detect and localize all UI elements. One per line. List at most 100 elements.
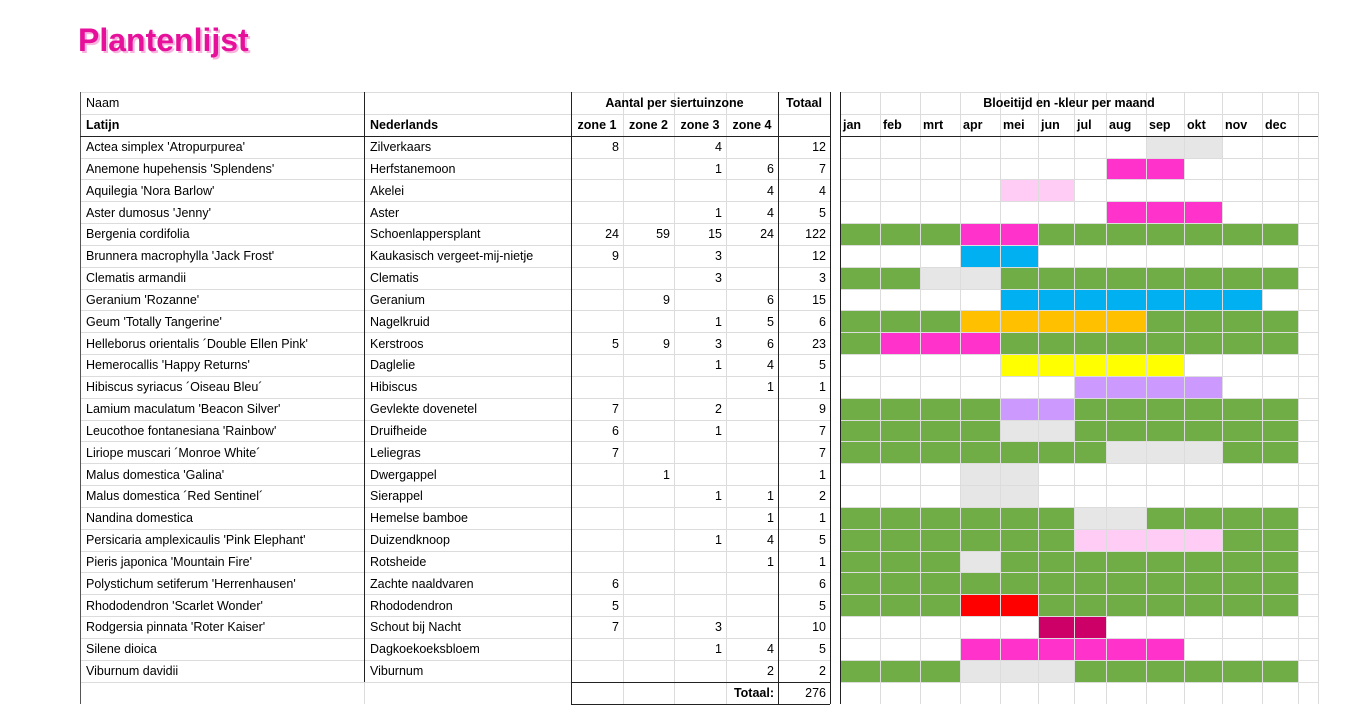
zone-count: 24 bbox=[605, 227, 619, 242]
zone-count: 1 bbox=[767, 511, 774, 526]
zone-count: 4 bbox=[767, 205, 774, 220]
grid-line bbox=[840, 288, 1318, 290]
dutch-name: Druifheide bbox=[370, 423, 427, 438]
row-total: 122 bbox=[805, 227, 826, 242]
grid-line bbox=[840, 266, 1318, 268]
bloom-cell bbox=[1074, 267, 1106, 290]
zone-count: 4 bbox=[715, 140, 722, 154]
bloom-cell bbox=[1106, 223, 1146, 246]
bloom-cell bbox=[1074, 376, 1106, 399]
bloom-cell bbox=[920, 660, 960, 683]
row-total: 1 bbox=[819, 511, 826, 526]
dutch-name: Nagelkruid bbox=[370, 314, 430, 329]
grid-line bbox=[840, 113, 1318, 115]
zone-count: 4 bbox=[767, 183, 774, 198]
bloom-cell bbox=[1262, 660, 1298, 683]
bloom-cell bbox=[1000, 463, 1038, 486]
grid-line bbox=[80, 681, 830, 683]
bloom-cell bbox=[1222, 223, 1262, 246]
bloom-cell bbox=[1000, 310, 1038, 334]
grid-line bbox=[80, 594, 830, 596]
row-total: 5 bbox=[819, 205, 826, 220]
bloom-cell bbox=[1106, 660, 1146, 683]
grid-line bbox=[840, 681, 1318, 683]
bloom-cell bbox=[880, 660, 920, 683]
bloom-cell bbox=[1222, 267, 1262, 290]
grid-line bbox=[80, 136, 830, 137]
bloom-cell bbox=[1146, 267, 1184, 290]
bloom-cell bbox=[1000, 485, 1038, 508]
grid-line bbox=[840, 463, 1318, 465]
column-header: dec bbox=[1265, 117, 1287, 132]
column-header: sep bbox=[1149, 117, 1171, 132]
latin-name: Actea simplex 'Atropurpurea' bbox=[86, 140, 246, 154]
bloom-cell bbox=[1074, 288, 1106, 312]
bloom-cell bbox=[1222, 419, 1262, 443]
zone-count: 3 bbox=[715, 336, 722, 351]
bloom-cell bbox=[1000, 267, 1038, 290]
bloom-cell bbox=[1222, 507, 1262, 530]
grid-line bbox=[880, 92, 881, 704]
column-header: Nederlands bbox=[370, 117, 439, 132]
bloom-cell bbox=[880, 332, 920, 355]
bloom-cell bbox=[1222, 550, 1262, 574]
grid-line bbox=[1318, 92, 1319, 704]
zone-count: 1 bbox=[715, 533, 722, 548]
grid-line bbox=[571, 703, 830, 705]
grid-line bbox=[840, 485, 1318, 487]
bloom-cell bbox=[960, 550, 1000, 574]
column-header: Totaal bbox=[786, 96, 822, 110]
grid-line bbox=[80, 266, 830, 268]
bloom-cell bbox=[1184, 223, 1222, 246]
bloom-cell bbox=[1262, 550, 1298, 574]
bloom-cell bbox=[1222, 332, 1262, 355]
dutch-name: Herfstanemoon bbox=[370, 161, 456, 176]
grid-line bbox=[840, 179, 1318, 181]
latin-name: Clematis armandii bbox=[86, 271, 187, 286]
dutch-name: Hibiscus bbox=[370, 380, 418, 395]
latin-name: Geranium 'Rozanne' bbox=[86, 292, 200, 307]
bloom-cell bbox=[1262, 594, 1298, 617]
zone-count: 9 bbox=[612, 249, 619, 264]
bloom-cell bbox=[840, 529, 880, 552]
grid-line bbox=[1146, 92, 1147, 704]
bloom-cell bbox=[1262, 398, 1298, 421]
bloom-cell bbox=[1106, 550, 1146, 574]
bloom-cell bbox=[1038, 354, 1074, 377]
grid-line bbox=[80, 572, 830, 574]
row-total: 3 bbox=[819, 271, 826, 286]
bloom-cell bbox=[1106, 157, 1146, 181]
bloom-cell bbox=[1184, 441, 1222, 465]
latin-name: Silene dioica bbox=[86, 642, 157, 657]
bloom-cell bbox=[1106, 267, 1146, 290]
bloom-cell bbox=[1184, 660, 1222, 683]
bloom-cell bbox=[1106, 529, 1146, 552]
bloom-cell bbox=[1000, 179, 1038, 202]
bloom-cell bbox=[1106, 572, 1146, 596]
latin-name: Persicaria amplexicaulis 'Pink Elephant' bbox=[86, 533, 306, 548]
latin-name: Leucothoe fontanesiana 'Rainbow' bbox=[86, 423, 277, 438]
bloom-cell bbox=[1000, 529, 1038, 552]
grid-line bbox=[623, 92, 624, 704]
grid-line bbox=[920, 92, 921, 704]
bloom-cell bbox=[840, 332, 880, 355]
zone-count: 8 bbox=[612, 140, 619, 154]
grid-line bbox=[80, 310, 830, 312]
row-total: 2 bbox=[819, 489, 826, 504]
bloom-cell bbox=[1184, 594, 1222, 617]
grid-line bbox=[80, 92, 830, 93]
bloom-cell bbox=[1222, 660, 1262, 683]
bloom-cell bbox=[1184, 419, 1222, 443]
bloom-cell bbox=[1074, 332, 1106, 355]
zone-count: 59 bbox=[656, 227, 670, 242]
latin-name: Bergenia cordifolia bbox=[86, 227, 190, 242]
bloom-cell bbox=[840, 310, 880, 334]
grid-line bbox=[840, 375, 1318, 377]
bloom-cell bbox=[880, 529, 920, 552]
grid-line bbox=[840, 397, 1318, 399]
bloom-cell bbox=[1000, 594, 1038, 617]
bloom-cell bbox=[1146, 310, 1184, 334]
bloom-cell bbox=[1074, 594, 1106, 617]
zone-count: 7 bbox=[612, 402, 619, 417]
bloom-cell bbox=[1074, 572, 1106, 596]
